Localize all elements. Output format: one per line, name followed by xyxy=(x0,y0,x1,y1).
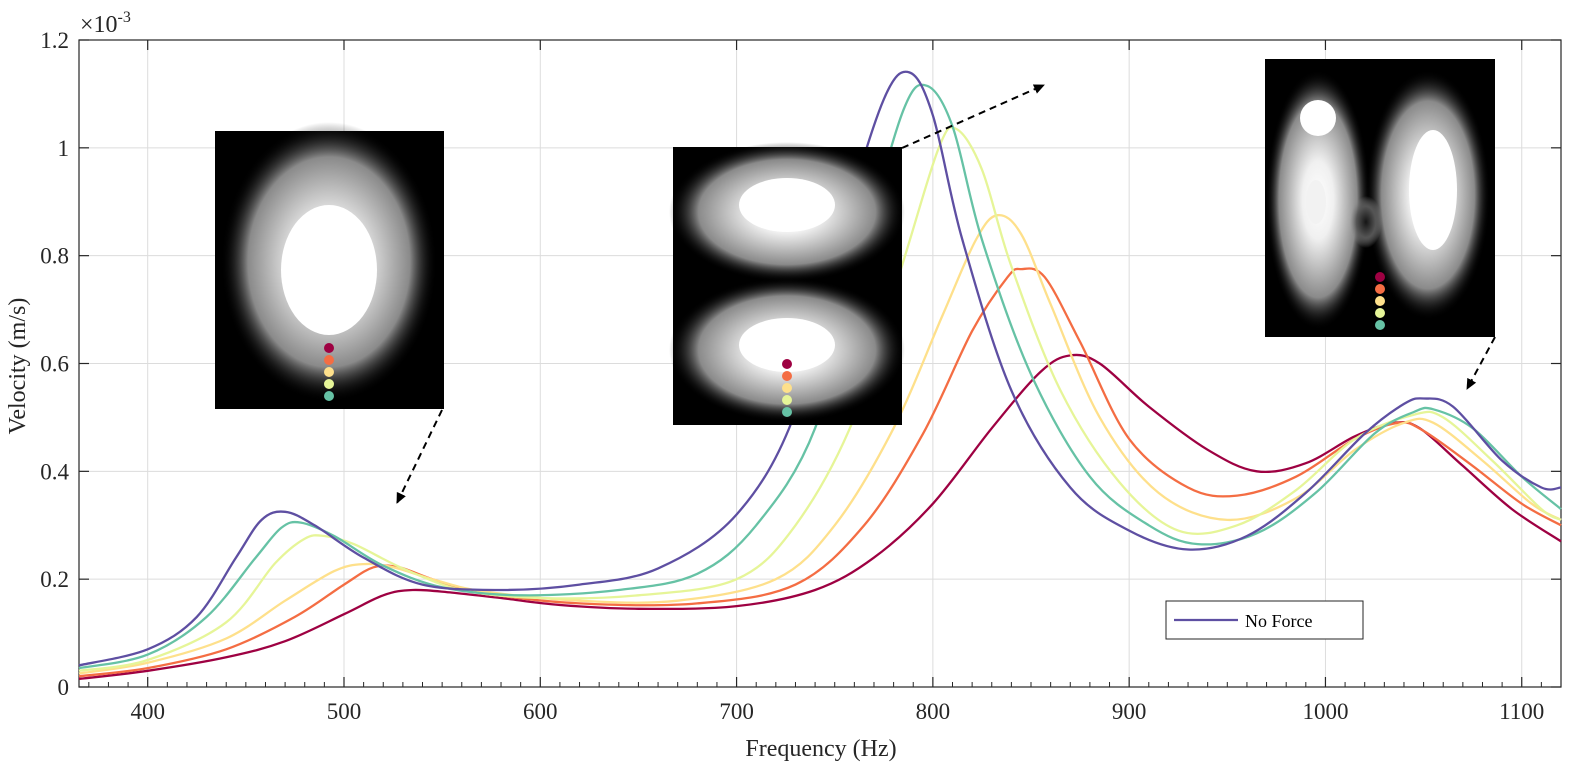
y-tick-label: 0.4 xyxy=(40,459,69,484)
inset-1-markers xyxy=(324,343,334,401)
inset-marker-dot xyxy=(324,367,334,377)
inset-marker-dot xyxy=(324,355,334,365)
inset-mode-3 xyxy=(1265,59,1495,337)
x-tick-label: 1000 xyxy=(1302,699,1348,724)
x-tick-label: 500 xyxy=(327,699,362,724)
inset-marker-dot xyxy=(1375,272,1385,282)
curves xyxy=(78,70,1562,681)
inset-marker-dot xyxy=(782,383,792,393)
inset-marker-dot xyxy=(1375,308,1385,318)
x-tick-label: 900 xyxy=(1112,699,1147,724)
inset-marker-dot xyxy=(324,343,334,353)
x-tick-label: 600 xyxy=(523,699,558,724)
y-exponent-label: ×10-3 xyxy=(80,9,131,38)
inset-marker-dot xyxy=(782,395,792,405)
inset-marker-dot xyxy=(1375,284,1385,294)
inset-marker-dot xyxy=(782,407,792,417)
y-tick-labels: 0 0.2 0.4 0.6 0.8 1 1.2 xyxy=(40,28,69,700)
y-tick-label: 1 xyxy=(58,136,70,161)
x-tick-label: 700 xyxy=(719,699,754,724)
inset-marker-dot xyxy=(782,371,792,381)
inset-2-markers xyxy=(782,359,792,417)
inset-marker-dot xyxy=(1375,320,1385,330)
y-tick-label: 0.6 xyxy=(40,352,69,377)
inset-marker-dot xyxy=(324,379,334,389)
y-exponent-power: -3 xyxy=(118,9,131,26)
y-tick-label: 0.8 xyxy=(40,244,69,269)
series-line xyxy=(78,70,1562,667)
inset-marker-dot xyxy=(1375,296,1385,306)
y-exponent-base: ×10 xyxy=(80,12,118,38)
x-tick-label: 400 xyxy=(130,699,165,724)
inset-mode-1 xyxy=(215,122,444,409)
series-line xyxy=(78,83,1562,670)
x-tick-label: 1100 xyxy=(1499,699,1544,724)
y-axis-title: Velocity (m/s) xyxy=(5,298,31,435)
inset-marker-dot xyxy=(324,391,334,401)
series-line xyxy=(78,353,1562,681)
tick-marks xyxy=(79,39,1562,688)
legend-label: No Force xyxy=(1245,611,1312,631)
y-tick-label: 0.2 xyxy=(40,567,69,592)
x-tick-label: 800 xyxy=(916,699,951,724)
inset-3-markers xyxy=(1375,272,1385,330)
y-tick-label: 1.2 xyxy=(40,28,69,53)
series-line xyxy=(78,126,1562,672)
arrow-inset-2 xyxy=(901,84,1045,149)
x-tick-labels: 400 500 600 700 800 900 1000 1100 xyxy=(130,699,1544,724)
inset-marker-dot xyxy=(782,359,792,369)
arrow-inset-1 xyxy=(396,409,443,504)
inset-mode-2 xyxy=(669,142,905,425)
series-line xyxy=(78,213,1562,675)
x-axis-title: Frequency (Hz) xyxy=(745,736,896,762)
legend: No Force xyxy=(1165,600,1364,640)
arrow-inset-3 xyxy=(1466,336,1496,390)
y-tick-label: 0 xyxy=(58,675,70,700)
